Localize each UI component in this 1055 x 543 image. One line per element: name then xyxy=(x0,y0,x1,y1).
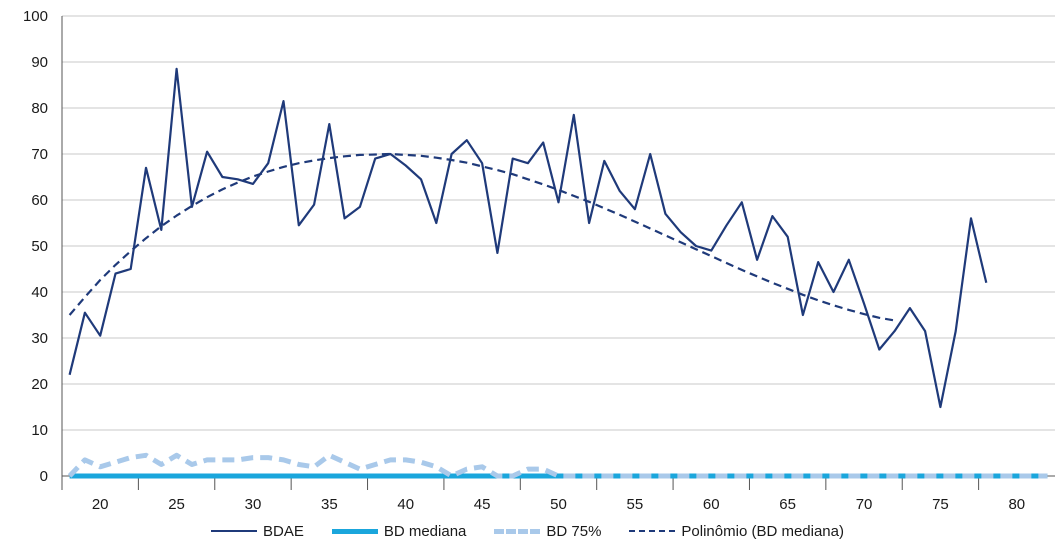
legend-swatch-bd-mediana xyxy=(331,528,378,534)
series-lines xyxy=(67,67,1048,479)
y-tick-label-30: 30 xyxy=(31,330,48,347)
legend-label-polinomio: Polinômio (BD mediana) xyxy=(681,522,844,540)
x-tick-label-60: 60 xyxy=(703,496,720,513)
legend-swatch-bd-75 xyxy=(494,528,541,534)
x-tick-label-75: 75 xyxy=(932,496,949,513)
x-tick-label-30: 30 xyxy=(245,496,262,513)
legend-label-bd-mediana: BD mediana xyxy=(383,522,467,540)
series-line-bd-75 xyxy=(67,452,1048,479)
legend-item-bd-mediana: BD mediana xyxy=(331,522,467,540)
x-tick-label-45: 45 xyxy=(474,496,491,513)
legend-item-bdae: BDAE xyxy=(210,522,304,540)
legend-item-bd-75: BD 75% xyxy=(494,523,601,540)
x-tick-label-65: 65 xyxy=(779,496,796,513)
x-tick-label-80: 80 xyxy=(1008,496,1025,513)
y-tick-label-0: 0 xyxy=(40,468,48,485)
series-line-polin-mio-bd-mediana xyxy=(68,152,895,322)
y-tick-label-90: 90 xyxy=(31,54,48,71)
legend-swatch-polinomio xyxy=(629,530,676,532)
x-tick-label-35: 35 xyxy=(321,496,338,513)
y-tick-label-40: 40 xyxy=(31,284,48,301)
y-tick-label-100: 100 xyxy=(23,8,48,25)
series-line-bdae xyxy=(68,67,988,409)
y-tick-labels: 0 10 20 30 40 50 60 70 80 90 100 xyxy=(23,8,48,485)
line-chart: 0 10 20 30 40 50 60 70 80 90 100 20 25 30 35 40 45 50 55 6… xyxy=(23,8,1055,513)
y-tick-label-80: 80 xyxy=(31,100,48,117)
x-tick-label-70: 70 xyxy=(856,496,873,513)
y-tick-label-20: 20 xyxy=(31,376,48,393)
y-tick-label-50: 50 xyxy=(31,238,48,255)
legend-swatch-bdae xyxy=(210,530,257,532)
y-tick-label-70: 70 xyxy=(31,146,48,163)
legend-label-bd-75: BD 75% xyxy=(546,522,602,540)
axes xyxy=(61,16,1055,490)
legend-label-bdae: BDAE xyxy=(262,522,304,540)
y-tick-label-10: 10 xyxy=(31,422,48,439)
x-tick-label-50: 50 xyxy=(550,496,567,513)
y-tick-label-60: 60 xyxy=(31,192,48,209)
x-tick-label-25: 25 xyxy=(168,496,185,513)
x-tick-label-20: 20 xyxy=(92,496,109,513)
x-tick-label-40: 40 xyxy=(397,496,414,513)
x-tick-label-55: 55 xyxy=(627,496,644,513)
x-tick-labels: 20 25 30 35 40 45 50 55 60 65 70 75 80 xyxy=(92,496,1025,513)
legend-item-polinomio: Polinômio (BD mediana) xyxy=(629,523,844,540)
legend: BDAE BD mediana BD 75% Polinômio (BD med… xyxy=(0,520,1055,542)
gridlines xyxy=(62,15,1055,431)
